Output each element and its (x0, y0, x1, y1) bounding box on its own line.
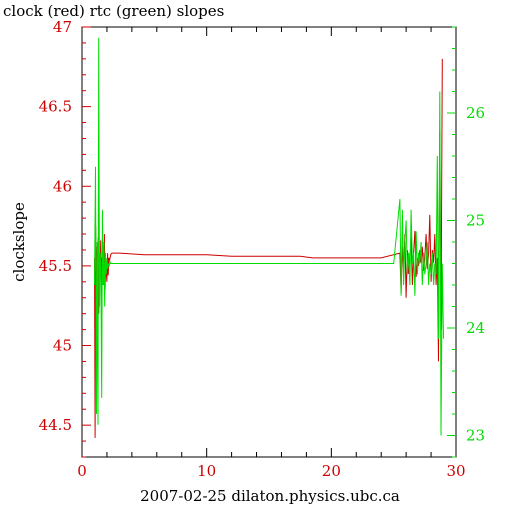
x-axis-label: 2007-02-25 dilaton.physics.ubc.ca (140, 487, 400, 505)
series-line-rtc (94, 37, 444, 436)
chart-title: clock (red) rtc (green) slopes (3, 2, 224, 20)
left-tick-label: 46 (53, 177, 72, 195)
right-tick-label: 24 (466, 319, 485, 337)
right-tick-label: 23 (466, 427, 485, 445)
left-tick-label: 44.5 (39, 416, 72, 434)
right-tick-label: 25 (466, 212, 485, 230)
left-tick-label: 47 (53, 18, 72, 36)
y-axis-label: clockslope (10, 202, 28, 282)
x-tick-label: 20 (322, 462, 341, 480)
left-axis-ticks: 44.5 45 45.5 46 46.5 47 (39, 18, 91, 458)
right-tick-label: 26 (466, 104, 485, 122)
x-tick-label: 30 (446, 462, 465, 480)
x-tick-label: 10 (197, 462, 216, 480)
x-tick-label: 0 (77, 462, 87, 480)
x-axis-ticks: 0 10 20 30 (77, 27, 466, 480)
right-axis-ticks: 23 24 25 26 (447, 26, 485, 458)
plot-lines (94, 37, 444, 438)
left-tick-label: 45 (53, 337, 72, 355)
left-tick-label: 45.5 (39, 257, 72, 275)
left-tick-label: 46.5 (39, 98, 72, 116)
